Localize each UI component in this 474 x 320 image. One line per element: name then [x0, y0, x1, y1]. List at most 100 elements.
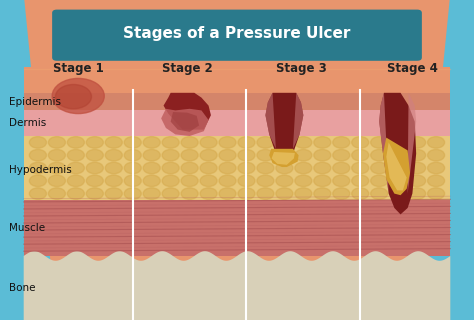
- Circle shape: [428, 175, 445, 187]
- Circle shape: [162, 188, 179, 199]
- Circle shape: [67, 162, 84, 174]
- Circle shape: [48, 188, 65, 199]
- Circle shape: [29, 137, 46, 148]
- Circle shape: [86, 162, 103, 174]
- Polygon shape: [293, 93, 303, 149]
- Circle shape: [352, 162, 369, 174]
- Circle shape: [428, 162, 445, 174]
- Circle shape: [352, 149, 369, 161]
- Circle shape: [124, 137, 141, 148]
- Circle shape: [219, 162, 236, 174]
- Circle shape: [181, 175, 198, 187]
- Circle shape: [371, 162, 388, 174]
- Circle shape: [409, 137, 426, 148]
- Circle shape: [200, 188, 217, 199]
- Polygon shape: [383, 138, 410, 195]
- Bar: [24, 67, 450, 93]
- Circle shape: [428, 149, 445, 161]
- Circle shape: [257, 137, 274, 148]
- Polygon shape: [269, 149, 299, 167]
- Circle shape: [143, 137, 160, 148]
- Circle shape: [390, 162, 407, 174]
- Polygon shape: [164, 93, 211, 130]
- Circle shape: [200, 137, 217, 148]
- Circle shape: [333, 137, 350, 148]
- Circle shape: [371, 175, 388, 187]
- Circle shape: [200, 149, 217, 161]
- Circle shape: [143, 162, 160, 174]
- Bar: [24, 136, 450, 200]
- Circle shape: [428, 137, 445, 148]
- Circle shape: [105, 175, 122, 187]
- Circle shape: [124, 175, 141, 187]
- Circle shape: [48, 137, 65, 148]
- Circle shape: [181, 188, 198, 199]
- Circle shape: [52, 78, 104, 114]
- Circle shape: [238, 188, 255, 199]
- Circle shape: [105, 188, 122, 199]
- Circle shape: [333, 175, 350, 187]
- Polygon shape: [171, 112, 199, 132]
- Circle shape: [67, 137, 84, 148]
- Circle shape: [238, 137, 255, 148]
- Circle shape: [219, 175, 236, 187]
- Circle shape: [390, 137, 407, 148]
- Circle shape: [29, 149, 46, 161]
- Circle shape: [257, 175, 274, 187]
- Circle shape: [48, 175, 65, 187]
- Circle shape: [29, 188, 46, 199]
- Circle shape: [409, 175, 426, 187]
- Bar: [24, 93, 450, 110]
- Circle shape: [409, 162, 426, 174]
- Circle shape: [238, 162, 255, 174]
- Text: Hypodermis: Hypodermis: [9, 164, 72, 175]
- Circle shape: [314, 188, 331, 199]
- Circle shape: [219, 137, 236, 148]
- Circle shape: [162, 149, 179, 161]
- Circle shape: [124, 149, 141, 161]
- Circle shape: [86, 149, 103, 161]
- Circle shape: [162, 162, 179, 174]
- Text: Dermis: Dermis: [9, 118, 47, 128]
- Polygon shape: [272, 152, 295, 165]
- Circle shape: [257, 149, 274, 161]
- Circle shape: [276, 162, 293, 174]
- Text: Stage 1: Stage 1: [53, 62, 104, 75]
- Circle shape: [67, 149, 84, 161]
- Circle shape: [181, 162, 198, 174]
- Circle shape: [371, 137, 388, 148]
- Circle shape: [276, 175, 293, 187]
- Circle shape: [48, 149, 65, 161]
- Polygon shape: [161, 109, 209, 136]
- Circle shape: [314, 137, 331, 148]
- Circle shape: [55, 84, 91, 109]
- Circle shape: [314, 149, 331, 161]
- Circle shape: [200, 175, 217, 187]
- Circle shape: [390, 149, 407, 161]
- Circle shape: [333, 188, 350, 199]
- Circle shape: [181, 137, 198, 148]
- Polygon shape: [24, 251, 450, 320]
- Circle shape: [390, 175, 407, 187]
- Text: Stage 4: Stage 4: [387, 62, 438, 75]
- Polygon shape: [408, 93, 416, 194]
- Bar: [24, 200, 450, 256]
- Circle shape: [276, 137, 293, 148]
- Polygon shape: [379, 93, 416, 214]
- Circle shape: [295, 149, 312, 161]
- Circle shape: [67, 188, 84, 199]
- Circle shape: [143, 175, 160, 187]
- Circle shape: [105, 137, 122, 148]
- Circle shape: [276, 188, 293, 199]
- Bar: [24, 110, 450, 136]
- Text: Stage 2: Stage 2: [162, 62, 213, 75]
- Circle shape: [295, 188, 312, 199]
- Circle shape: [238, 149, 255, 161]
- Circle shape: [352, 175, 369, 187]
- Circle shape: [428, 188, 445, 199]
- Circle shape: [143, 188, 160, 199]
- Circle shape: [48, 162, 65, 174]
- Polygon shape: [386, 142, 407, 190]
- Circle shape: [314, 162, 331, 174]
- Circle shape: [219, 149, 236, 161]
